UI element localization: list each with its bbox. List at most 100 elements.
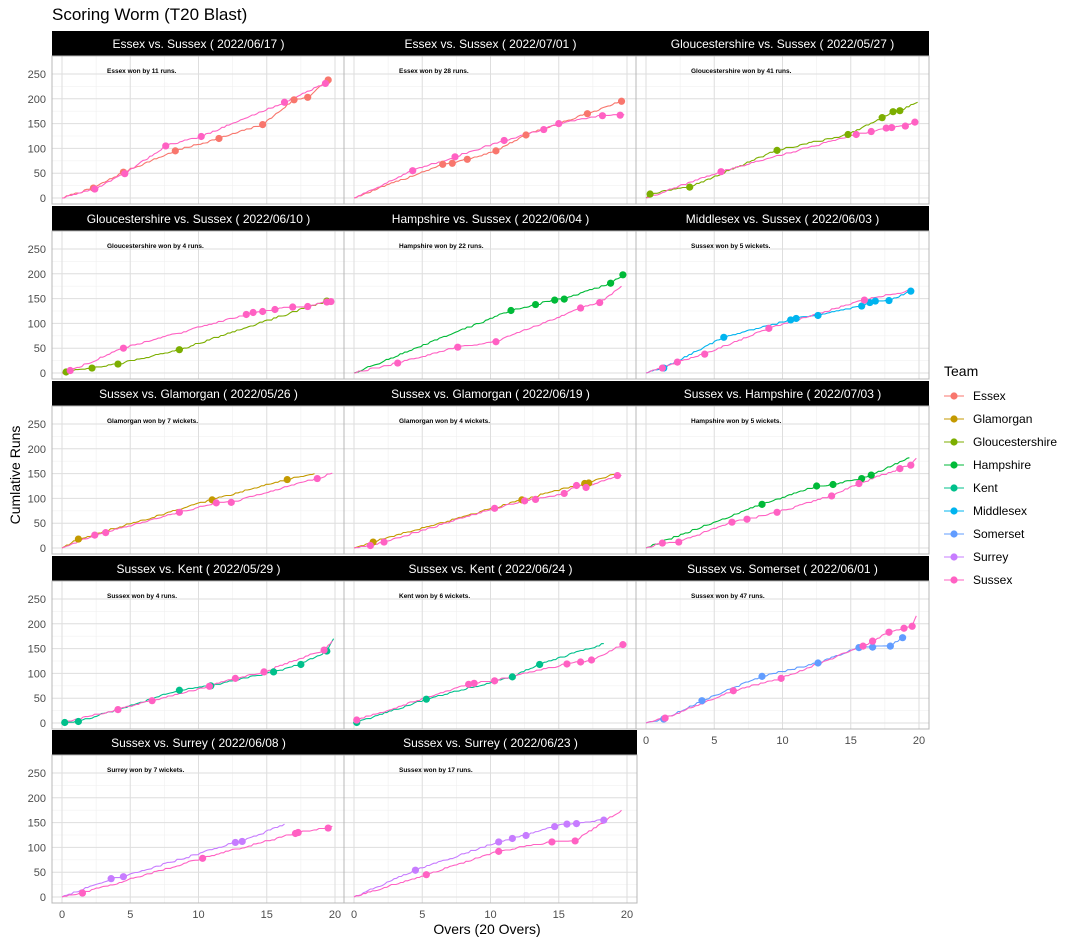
wicket-point: [411, 866, 420, 874]
x-tick-label: 15: [845, 735, 857, 747]
wicket-point: [813, 482, 821, 490]
legend-key-point: [950, 576, 958, 584]
y-tick-label: 200: [28, 444, 46, 456]
wicket-point: [290, 96, 298, 104]
facet-panel: Sussex vs. Surrey ( 2022/06/23 ) Sussex w…: [343, 730, 638, 921]
series-line: [353, 643, 604, 724]
facet-strip: [636, 381, 929, 406]
x-tick-label: 20: [621, 909, 633, 921]
wicket-point: [560, 295, 568, 303]
wicket-point: [531, 495, 540, 503]
y-axis-title: Cumlative Runs: [7, 426, 23, 525]
wicket-point: [74, 535, 82, 543]
facet-panel: Sussex vs. Somerset ( 2022/06/01 ) Sussex…: [635, 556, 930, 747]
wicket-point: [598, 112, 607, 120]
wicket-point: [792, 314, 800, 323]
panel-border: [635, 230, 930, 380]
y-tick-label: 0: [40, 718, 46, 730]
wicket-point: [297, 660, 305, 669]
wicket-point: [540, 125, 548, 134]
wicket-point: [175, 346, 183, 354]
wicket-point: [107, 875, 115, 883]
wicket-point: [686, 183, 694, 191]
legend-label: Middlesex: [973, 504, 1027, 518]
wicket-point: [576, 304, 585, 312]
facet-panel: Gloucestershire vs. Sussex ( 2022/06/10 …: [28, 206, 346, 380]
y-tick-label: 150: [28, 469, 46, 481]
wicket-point: [563, 660, 571, 668]
match-result-annotation: Gloucestershire won by 41 runs.: [691, 68, 792, 75]
wicket-point: [814, 311, 822, 320]
legend-key-point: [950, 484, 958, 492]
y-tick-label: 100: [28, 318, 46, 330]
wicket-point: [492, 338, 500, 346]
facet-strip-label: Gloucestershire vs. Sussex ( 2022/06/10 …: [87, 212, 310, 226]
x-tick-label: 20: [913, 735, 925, 747]
wicket-point: [212, 499, 220, 507]
wicket-point: [422, 695, 430, 703]
panel-border: [635, 580, 930, 730]
wicket-point: [78, 889, 87, 897]
legend-label: Somerset: [973, 527, 1025, 541]
facet-strip: [636, 31, 929, 56]
wicket-point: [439, 160, 447, 168]
match-result-annotation: Hampshire won by 22 runs.: [399, 243, 484, 250]
facet-strip-label: Hampshire vs. Sussex ( 2022/06/04 ): [392, 212, 589, 226]
y-tick-label: 50: [34, 518, 46, 530]
facet-panel: Sussex vs. Surrey ( 2022/06/08 ) Surrey w…: [28, 730, 346, 921]
wicket-point: [765, 324, 773, 332]
wicket-point: [852, 130, 860, 139]
x-tick-label: 0: [351, 909, 357, 921]
wicket-point: [259, 120, 267, 129]
y-tick-label: 200: [28, 793, 46, 805]
wicket-point: [871, 297, 879, 305]
wicket-point: [470, 679, 478, 687]
wicket-point: [658, 539, 666, 547]
wicket-point: [321, 79, 330, 88]
wicket-point: [114, 706, 122, 714]
facet-strip-label: Essex vs. Sussex ( 2022/07/01 ): [404, 37, 576, 51]
legend-label: Hampshire: [973, 458, 1031, 472]
wicket-point: [646, 190, 654, 198]
wicket-point: [616, 111, 624, 119]
y-tick-label: 150: [28, 818, 46, 830]
y-tick-label: 250: [28, 244, 46, 256]
facet-panel: Sussex vs. Hampshire ( 2022/07/03 ) Hamps…: [635, 381, 930, 555]
wicket-point: [422, 871, 430, 879]
wicket-point: [758, 500, 766, 508]
wicket-point: [495, 838, 503, 846]
y-tick-label: 0: [40, 193, 46, 205]
wicket-point: [294, 828, 302, 837]
wicket-point: [673, 358, 681, 366]
legend-label: Surrey: [973, 550, 1008, 564]
wicket-point: [271, 305, 279, 314]
wicket-point: [773, 146, 781, 154]
wicket-point: [814, 659, 822, 667]
panel-border: [343, 754, 638, 904]
facet-strip: [344, 381, 637, 406]
wicket-point: [859, 642, 867, 650]
x-tick-label: 10: [484, 909, 496, 921]
y-tick-label: 100: [28, 842, 46, 854]
wicket-point: [88, 364, 96, 372]
facet-strip-label: Essex vs. Sussex ( 2022/06/17 ): [112, 37, 284, 51]
wicket-point: [227, 498, 235, 506]
wicket-point: [563, 820, 571, 828]
wicket-point: [380, 538, 388, 546]
facet-strip: [52, 31, 345, 56]
wicket-point: [327, 297, 335, 306]
wicket-point: [548, 838, 556, 846]
x-tick-label: 10: [192, 909, 204, 921]
match-result-annotation: Sussex won by 5 wickets.: [691, 243, 771, 250]
facet-strip: [344, 31, 637, 56]
wicket-point: [701, 350, 709, 358]
wicket-point: [171, 147, 179, 155]
wicket-point: [409, 167, 417, 175]
wicket-point: [242, 310, 250, 319]
legend-label: Glamorgan: [973, 412, 1032, 426]
wicket-point: [619, 271, 627, 279]
wicket-point: [197, 132, 205, 141]
facet-strip-label: Sussex vs. Surrey ( 2022/06/23 ): [403, 736, 578, 750]
x-tick-label: 5: [419, 909, 425, 921]
